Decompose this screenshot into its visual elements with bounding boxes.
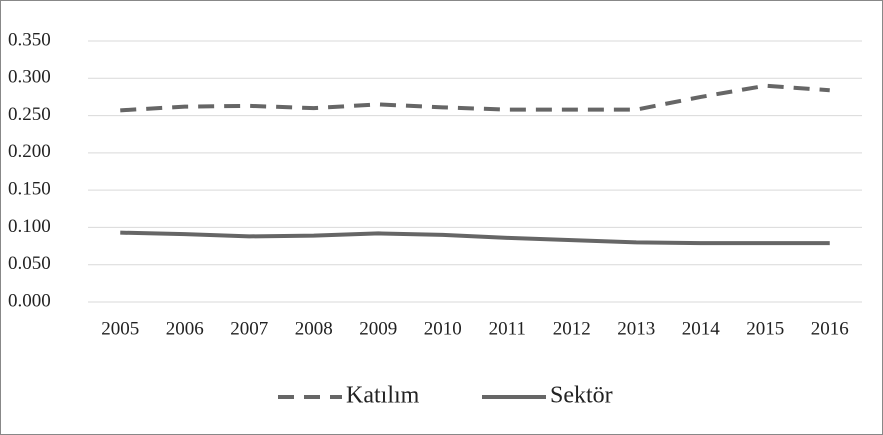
y-tick-label: 0.100: [8, 216, 51, 237]
x-tick-label: 2016: [811, 318, 849, 339]
x-tick-label: 2005: [101, 318, 139, 339]
x-tick-label: 2015: [746, 318, 784, 339]
y-tick-label: 0.200: [8, 141, 51, 162]
x-tick-label: 2014: [682, 318, 721, 339]
x-tick-label: 2010: [424, 318, 462, 339]
y-tick-label: 0.150: [8, 179, 51, 200]
x-tick-label: 2012: [553, 318, 591, 339]
y-tick-label: 0.050: [8, 253, 51, 274]
line-series: [120, 83, 830, 113]
x-tick-label: 2008: [295, 318, 333, 339]
x-tick-label: 2009: [359, 318, 397, 339]
legend-label: Katılım: [346, 383, 420, 409]
x-tick-label: 2007: [230, 318, 268, 339]
x-tick-label: 2011: [489, 318, 526, 339]
legend-label: Sektör: [550, 383, 613, 409]
x-tick-label: 2013: [617, 318, 655, 339]
line-series: [120, 230, 830, 246]
y-tick-label: 0.250: [8, 104, 51, 125]
x-tick-label: 2006: [166, 318, 204, 339]
y-tick-label: 0.350: [8, 29, 51, 50]
y-tick-label: 0.300: [8, 67, 51, 88]
y-tick-label: 0.000: [8, 290, 51, 311]
